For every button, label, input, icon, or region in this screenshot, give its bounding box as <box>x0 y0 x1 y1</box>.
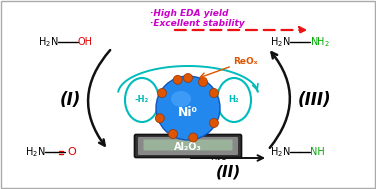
Text: ·High EDA yield: ·High EDA yield <box>150 9 229 19</box>
FancyBboxPatch shape <box>135 135 241 157</box>
Text: NH$_2$: NH$_2$ <box>310 35 330 49</box>
Text: OH: OH <box>78 37 93 47</box>
Text: (I): (I) <box>59 91 81 109</box>
Circle shape <box>199 77 208 87</box>
Text: NH: NH <box>310 147 325 157</box>
Text: (II): (II) <box>215 164 241 180</box>
FancyBboxPatch shape <box>138 137 238 155</box>
Text: H$_2$N: H$_2$N <box>38 35 58 49</box>
Text: 3: 3 <box>224 146 230 156</box>
Text: H$_2$N: H$_2$N <box>270 35 290 49</box>
Text: ·Excellent stability: ·Excellent stability <box>150 19 245 28</box>
Text: H₂: H₂ <box>229 95 239 105</box>
Text: (III): (III) <box>298 91 332 109</box>
Text: -H₂O: -H₂O <box>208 153 227 163</box>
Text: 3: 3 <box>209 146 220 156</box>
Text: NH: NH <box>213 146 227 156</box>
Circle shape <box>155 114 164 123</box>
Text: -H₂: -H₂ <box>135 95 149 105</box>
Circle shape <box>156 76 220 140</box>
Text: Ni⁰: Ni⁰ <box>178 105 198 119</box>
Circle shape <box>209 88 218 98</box>
Text: O: O <box>67 147 76 157</box>
Text: ReOₓ: ReOₓ <box>233 57 258 67</box>
Ellipse shape <box>171 91 191 107</box>
Text: NH: NH <box>206 146 220 156</box>
Circle shape <box>158 88 167 98</box>
Text: H$_2$N: H$_2$N <box>25 145 45 159</box>
Text: Al₂O₃: Al₂O₃ <box>174 142 202 152</box>
Circle shape <box>168 129 177 139</box>
FancyBboxPatch shape <box>144 139 232 150</box>
Circle shape <box>173 75 182 84</box>
Circle shape <box>183 74 193 83</box>
Circle shape <box>189 133 198 142</box>
Circle shape <box>209 119 218 128</box>
Text: H$_2$N: H$_2$N <box>270 145 290 159</box>
